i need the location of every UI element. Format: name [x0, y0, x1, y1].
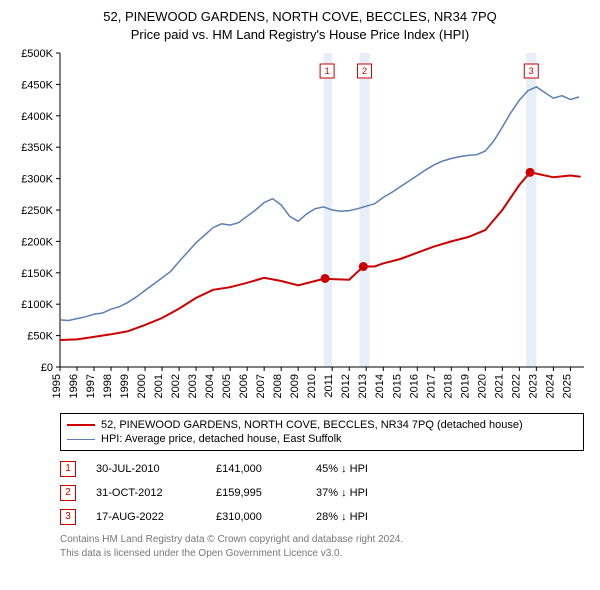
marker-date: 31-OCT-2012	[96, 487, 196, 499]
marker-badge: 3	[60, 509, 76, 525]
x-tick-label: 2015	[391, 374, 403, 398]
x-tick-label: 2023	[527, 374, 539, 398]
marker-price: £159,995	[216, 487, 296, 499]
series-hpi	[60, 87, 579, 321]
x-tick-label: 2019	[459, 374, 471, 398]
marker-row: 2 31-OCT-2012 £159,995 37% ↓ HPI	[60, 481, 584, 505]
legend-swatch	[67, 439, 95, 440]
marker-delta: 37% ↓ HPI	[316, 487, 406, 499]
footer-attribution: Contains HM Land Registry data © Crown c…	[60, 533, 584, 560]
marker-delta: 45% ↓ HPI	[316, 463, 406, 475]
legend: 52, PINEWOOD GARDENS, NORTH COVE, BECCLE…	[60, 413, 584, 451]
x-tick-label: 2005	[221, 374, 233, 398]
marker-row: 1 30-JUL-2010 £141,000 45% ↓ HPI	[60, 457, 584, 481]
legend-label: 52, PINEWOOD GARDENS, NORTH COVE, BECCLE…	[101, 419, 523, 431]
x-tick-label: 2014	[374, 374, 386, 398]
x-tick-label: 2011	[323, 374, 335, 398]
marker-delta: 28% ↓ HPI	[316, 511, 406, 523]
marker-badge: 2	[60, 485, 76, 501]
marker-price: £141,000	[216, 463, 296, 475]
x-tick-label: 2006	[238, 374, 250, 398]
marker-row: 3 17-AUG-2022 £310,000 28% ↓ HPI	[60, 505, 584, 529]
x-tick-label: 2017	[425, 374, 437, 398]
y-tick-label: £500K	[21, 48, 53, 60]
legend-label: HPI: Average price, detached house, East…	[101, 433, 342, 445]
footer-line2: This data is licensed under the Open Gov…	[60, 547, 584, 561]
title-line2: Price paid vs. HM Land Registry's House …	[10, 26, 590, 44]
series-price_paid	[60, 172, 581, 340]
x-tick-label: 2013	[357, 374, 369, 398]
x-tick-label: 2003	[187, 374, 199, 398]
legend-item: HPI: Average price, detached house, East…	[67, 432, 577, 446]
x-tick-label: 2012	[340, 374, 352, 398]
x-tick-label: 2009	[289, 374, 301, 398]
x-tick-label: 2002	[170, 374, 182, 398]
x-tick-label: 2021	[493, 374, 505, 398]
x-tick-label: 2007	[255, 374, 267, 398]
sale-marker	[321, 275, 329, 283]
y-tick-label: £0	[41, 362, 53, 374]
y-tick-label: £250K	[21, 205, 53, 217]
y-tick-label: £300K	[21, 174, 53, 186]
x-tick-label: 1999	[119, 374, 131, 398]
annotation-badge-label: 2	[362, 66, 367, 76]
marker-table: 1 30-JUL-2010 £141,000 45% ↓ HPI 2 31-OCT-201…	[60, 457, 584, 529]
sale-marker	[359, 263, 367, 271]
x-tick-label: 2000	[136, 374, 148, 398]
x-tick-label: 2022	[510, 374, 522, 398]
annotation-badge-label: 3	[529, 66, 534, 76]
chart-svg: £0 £50K £100K £150K £200K £250K £300K £350K £400…	[10, 47, 590, 407]
shade-band	[526, 53, 536, 367]
marker-price: £310,000	[216, 511, 296, 523]
chart-area: £0 £50K £100K £150K £200K £250K £300K £350K £400…	[10, 47, 590, 407]
x-tick-label: 1997	[85, 374, 97, 398]
x-tick-label: 2010	[306, 374, 318, 398]
x-tick-label: 2016	[408, 374, 420, 398]
x-tick-label: 1995	[51, 374, 63, 398]
x-tick-label: 2018	[442, 374, 454, 398]
marker-badge: 1	[60, 461, 76, 477]
sale-marker	[526, 168, 534, 176]
y-tick-label: £100K	[21, 299, 53, 311]
y-tick-label: £450K	[21, 79, 53, 91]
y-tick-label: £50K	[27, 331, 53, 343]
marker-date: 17-AUG-2022	[96, 511, 196, 523]
x-tick-label: 1998	[102, 374, 114, 398]
x-tick-label: 2008	[272, 374, 284, 398]
x-tick-label: 2024	[544, 374, 556, 398]
marker-date: 30-JUL-2010	[96, 463, 196, 475]
footer-line1: Contains HM Land Registry data © Crown c…	[60, 533, 584, 547]
x-tick-label: 2020	[476, 374, 488, 398]
shade-band	[359, 53, 369, 367]
x-tick-label: 2025	[561, 374, 573, 398]
legend-swatch	[67, 424, 95, 426]
chart-title-block: 52, PINEWOOD GARDENS, NORTH COVE, BECCLE…	[10, 8, 590, 43]
y-tick-label: £200K	[21, 236, 53, 248]
x-tick-label: 2001	[153, 374, 165, 398]
x-tick-label: 1996	[68, 374, 80, 398]
title-line1: 52, PINEWOOD GARDENS, NORTH COVE, BECCLE…	[10, 8, 590, 26]
y-tick-label: £400K	[21, 111, 53, 123]
legend-item: 52, PINEWOOD GARDENS, NORTH COVE, BECCLE…	[67, 418, 577, 432]
annotation-badge-label: 1	[325, 66, 330, 76]
x-tick-label: 2004	[204, 374, 216, 398]
y-tick-label: £150K	[21, 268, 53, 280]
y-tick-label: £350K	[21, 142, 53, 154]
